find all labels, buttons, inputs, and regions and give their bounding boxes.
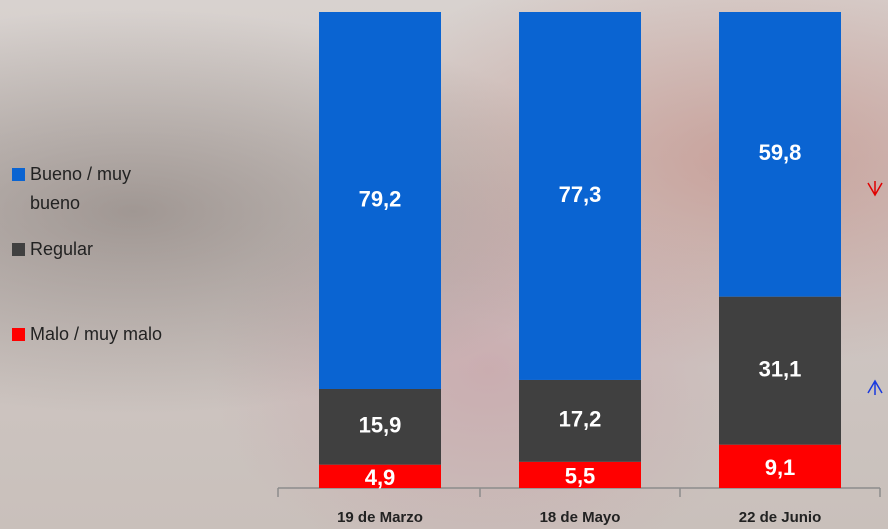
value-label: 31,1	[759, 356, 802, 381]
value-label: 4,9	[365, 465, 396, 490]
legend-label: Bueno / muy bueno	[30, 164, 131, 213]
value-label: 15,9	[359, 413, 402, 438]
value-label: 59,8	[759, 140, 802, 165]
legend-item: Malo / muy malo	[12, 320, 200, 349]
legend-swatch	[12, 328, 25, 341]
legend-label: Malo / muy malo	[30, 324, 162, 344]
x-tick-label: 19 de Marzo	[337, 509, 423, 526]
slide: 4,9 15,9 79,2 19 de Marzo 5,5 17,2 77,3 18 de M…	[0, 0, 888, 529]
legend-swatch	[12, 168, 25, 181]
up-arrow-icon	[868, 381, 882, 395]
chart: 4,9 15,9 79,2 19 de Marzo 5,5 17,2 77,3 18 de M…	[0, 0, 888, 529]
legend-item: Regular	[12, 235, 200, 264]
value-label: 17,2	[559, 407, 602, 432]
x-tick-label: 22 de Junio	[739, 509, 822, 526]
down-arrow-icon	[868, 181, 882, 195]
legend-item: Bueno / muy bueno	[12, 160, 170, 218]
value-label: 79,2	[359, 186, 402, 211]
value-label: 77,3	[559, 182, 602, 207]
value-label: 5,5	[565, 464, 596, 489]
legend-swatch	[12, 243, 25, 256]
x-tick-label: 18 de Mayo	[540, 509, 621, 526]
value-label: 9,1	[765, 455, 796, 480]
legend-label: Regular	[30, 239, 93, 259]
